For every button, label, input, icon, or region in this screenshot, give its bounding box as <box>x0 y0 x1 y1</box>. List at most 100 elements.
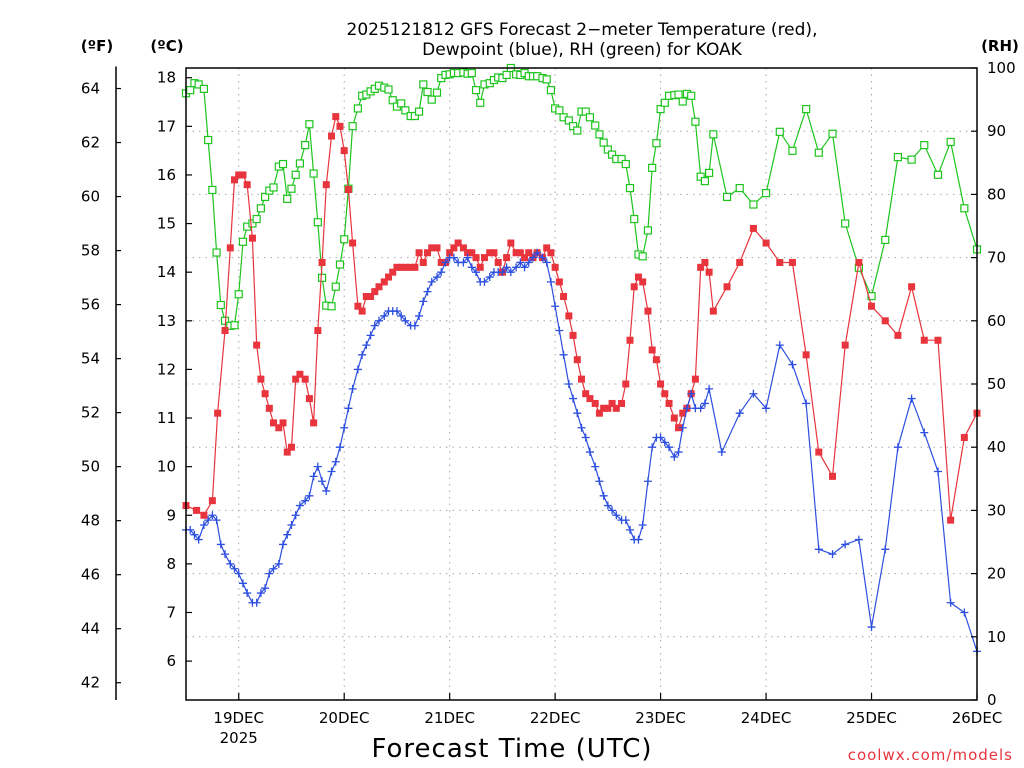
dewpoint-point-25 <box>291 511 300 520</box>
rh-point-126 <box>788 146 797 155</box>
temperature-point-127 <box>855 258 863 266</box>
fahrenheit-tick-label-6: 54 <box>81 350 100 368</box>
rh-point-6 <box>208 185 217 195</box>
temperature-point-101 <box>644 307 652 315</box>
temperature-point-22 <box>296 370 304 378</box>
rh-point-82 <box>542 75 551 84</box>
rh-point-133 <box>881 235 890 245</box>
temperature-point-16 <box>270 419 278 427</box>
dewpoint-point-32 <box>322 486 331 495</box>
rh-point-117 <box>696 172 705 181</box>
dewpoint-point-123 <box>762 404 771 413</box>
temperature-point-44 <box>393 263 401 271</box>
dewpoint-point-74 <box>506 268 515 277</box>
rh-point-120 <box>709 130 718 139</box>
temperature-point-123 <box>802 351 810 359</box>
rh-point-56 <box>427 95 436 104</box>
x-tick-label-0: 19DEC <box>213 709 264 727</box>
temperature-point-41 <box>380 278 388 286</box>
x-tick-label-1: 20DEC <box>319 709 370 727</box>
rh-point-106 <box>648 163 657 172</box>
temperature-point-84 <box>569 331 577 339</box>
rh-point-30 <box>313 218 322 227</box>
celsius-tick-label-0: 6 <box>166 652 176 670</box>
credit-link[interactable]: coolwx.com/models <box>848 746 1013 764</box>
rh-series <box>181 63 982 330</box>
series-layer <box>181 63 982 656</box>
rh-point-128 <box>814 148 823 157</box>
rh-point-83 <box>546 86 556 95</box>
dewpoint-point-109 <box>660 438 669 447</box>
dewpoint-point-100 <box>621 516 630 525</box>
temperature-point-40 <box>375 283 383 291</box>
rh-point-38 <box>348 122 357 131</box>
rh-point-92 <box>585 113 595 122</box>
temperature-point-56 <box>446 249 454 257</box>
temperature-point-80 <box>551 263 559 271</box>
rh-point-24 <box>287 184 296 193</box>
dewpoint-point-44 <box>375 316 384 325</box>
celsius-tick-label-3: 9 <box>166 506 176 524</box>
temperature-point-9 <box>239 171 247 179</box>
dewpoint-point-29 <box>309 472 318 481</box>
temperature-point-69 <box>503 254 511 262</box>
dewpoint-point-18 <box>261 584 270 593</box>
dewpoint-point-3 <box>194 535 203 544</box>
x-tick-label-7: 26DEC <box>952 709 1003 727</box>
celsius-tick-label-1: 7 <box>166 603 176 621</box>
temperature-point-1 <box>193 506 201 514</box>
temperature-point-128 <box>868 302 876 310</box>
x-tick-sublabel-0: 2025 <box>220 729 258 747</box>
dewpoint-point-75 <box>512 263 521 272</box>
temperature-point-46 <box>401 263 409 271</box>
rh-point-5 <box>204 135 213 145</box>
dewpoint-point-39 <box>353 365 362 374</box>
x-tick-label-3: 22DEC <box>530 709 581 727</box>
temperature-point-19 <box>283 448 291 456</box>
rh-point-136 <box>920 141 929 150</box>
dewpoint-point-31 <box>318 477 327 486</box>
rh-point-119 <box>705 168 714 178</box>
temperature-point-129 <box>881 317 889 325</box>
rh-point-67 <box>476 98 485 107</box>
rh-point-27 <box>301 141 310 150</box>
dewpoint-point-12 <box>234 569 243 578</box>
rh-tick-label-2: 20 <box>987 565 1006 583</box>
temperature-point-5 <box>221 327 229 335</box>
rh-point-7 <box>212 248 221 257</box>
dewpoint-point-52 <box>410 321 419 330</box>
dewpoint-point-55 <box>423 287 432 296</box>
rh-point-125 <box>775 127 784 136</box>
rh-point-23 <box>283 194 292 203</box>
dewpoint-point-23 <box>283 530 292 539</box>
rh-point-105 <box>643 226 653 235</box>
rh-point-49 <box>397 99 406 108</box>
rh-tick-label-1: 10 <box>987 628 1006 646</box>
temperature-point-134 <box>947 516 955 524</box>
temperature-point-17 <box>275 424 283 432</box>
dewpoint-point-84 <box>551 302 560 311</box>
rh-point-87 <box>564 116 573 125</box>
dewpoint-point-108 <box>656 433 665 442</box>
rh-tick-label-7: 70 <box>987 249 1006 267</box>
rh-point-54 <box>419 80 428 89</box>
dewpoint-point-96 <box>603 501 612 510</box>
temperature-point-105 <box>661 390 669 398</box>
temperature-point-122 <box>788 258 796 266</box>
dewpoint-point-43 <box>370 321 379 330</box>
rh-point-100 <box>621 159 630 169</box>
celsius-tick-label-2: 8 <box>166 555 176 573</box>
rh-point-52 <box>410 111 419 121</box>
dewpoint-point-89 <box>573 409 582 418</box>
rh-point-26 <box>295 159 305 168</box>
dewpoint-point-22 <box>279 540 288 549</box>
dewpoint-point-88 <box>569 394 578 403</box>
rh-point-121 <box>722 192 732 202</box>
celsius-tick-label-10: 16 <box>157 166 176 184</box>
dewpoint-point-87 <box>564 380 573 388</box>
temperature-point-78 <box>543 244 551 252</box>
dewpoint-point-83 <box>546 277 555 286</box>
rh-point-53 <box>414 107 424 116</box>
dewpoint-point-122 <box>749 389 758 398</box>
